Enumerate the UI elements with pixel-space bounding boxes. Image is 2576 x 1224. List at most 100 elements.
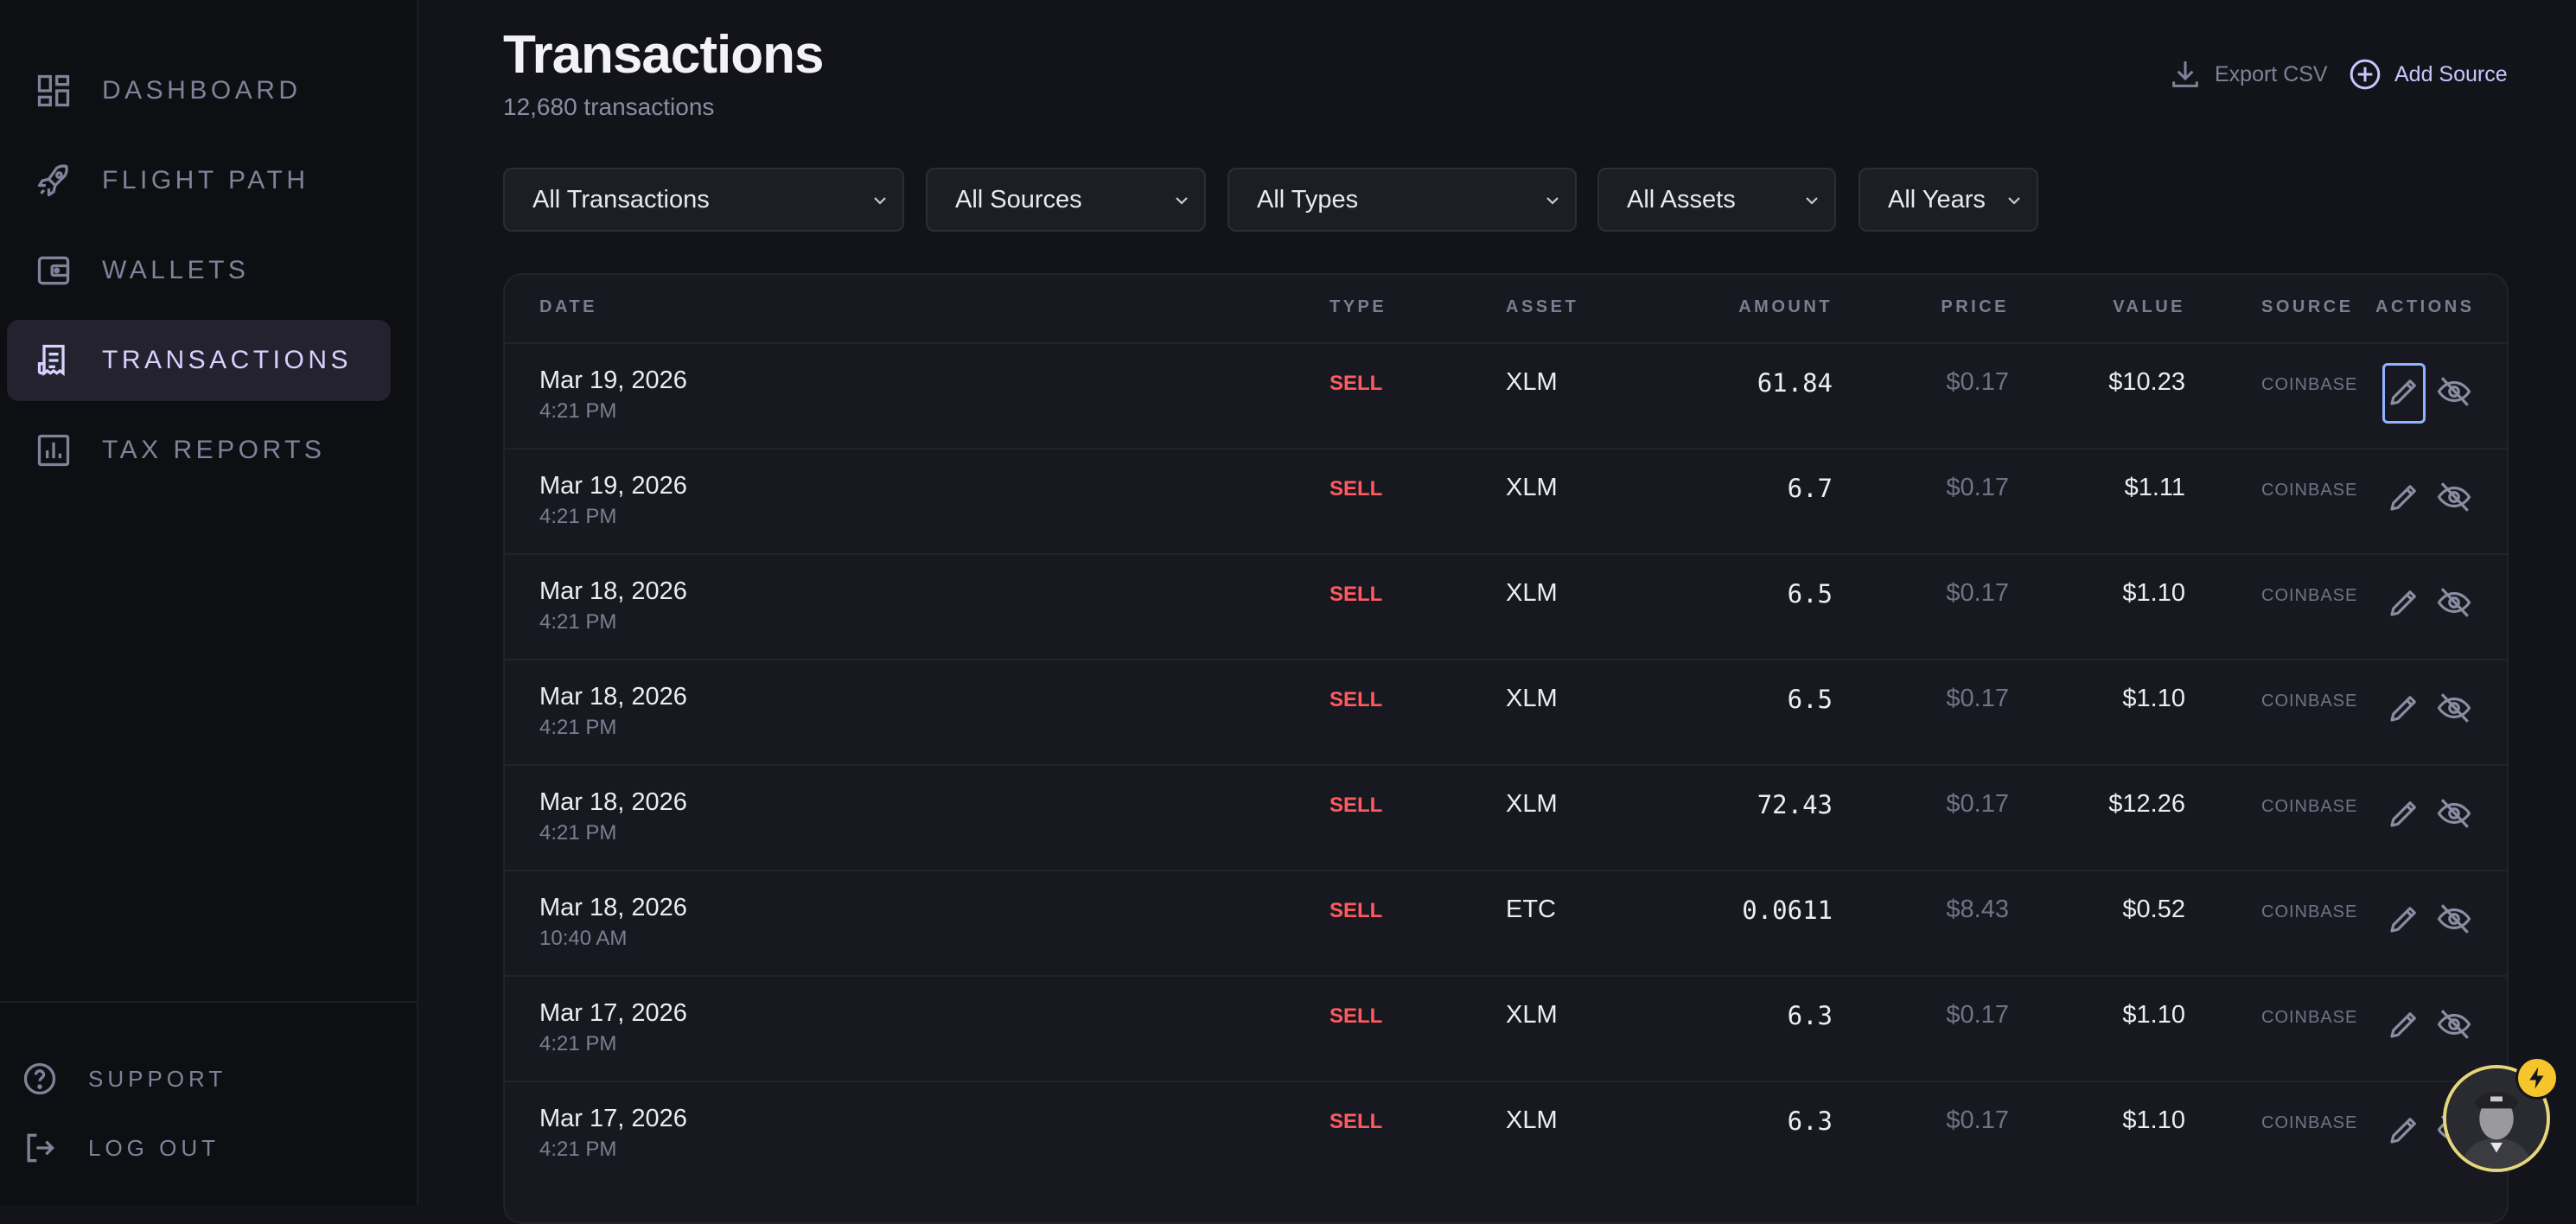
pencil-icon	[2386, 1006, 2422, 1047]
assets-filter-select[interactable]: All Assets	[1597, 168, 1836, 232]
sidebar-item-label: WALLETS	[102, 256, 250, 284]
dashboard-icon	[35, 72, 73, 110]
chevron-down-icon	[1806, 197, 1818, 205]
export-csv-button[interactable]: Export CSV	[2168, 54, 2328, 95]
eye-off-icon	[2436, 373, 2472, 414]
transaction-price: $0.17	[1946, 685, 2009, 712]
pencil-icon	[2386, 901, 2422, 941]
transaction-price: $8.43	[1946, 896, 2009, 923]
sidebar-item-dashboard[interactable]: DASHBOARD	[7, 50, 391, 131]
transaction-value: $12.26	[2108, 790, 2185, 818]
edit-button[interactable]	[2382, 785, 2426, 845]
sidebar-item-label: DASHBOARD	[102, 76, 302, 105]
table-row: Mar 18, 2026 10:40 AM SELL ETC 0.0611 $8.43 $0…	[505, 870, 2507, 975]
transaction-amount: 6.5	[1787, 685, 1833, 714]
filter-value: All Types	[1257, 185, 1359, 214]
eye-off-icon	[2436, 901, 2472, 941]
transaction-amount: 6.3	[1787, 1001, 1833, 1030]
column-header-amount: AMOUNT	[1738, 297, 1833, 316]
support-link[interactable]: SUPPORT	[0, 1053, 415, 1105]
edit-button[interactable]	[2382, 574, 2426, 634]
transaction-source: COINBASE	[2261, 902, 2358, 921]
eye-off-icon	[2436, 1006, 2472, 1047]
transaction-value: $1.10	[2122, 685, 2185, 712]
receipt-icon	[35, 341, 73, 379]
logout-label: LOG OUT	[88, 1134, 220, 1161]
pencil-icon	[2386, 584, 2422, 625]
filter-value: All Years	[1888, 185, 1986, 214]
transaction-amount: 6.3	[1787, 1106, 1833, 1136]
transaction-source: COINBASE	[2261, 375, 2358, 394]
transaction-type: SELL	[1329, 1004, 1383, 1028]
sources-filter-select[interactable]: All Sources	[926, 168, 1206, 232]
transaction-asset: XLM	[1506, 1001, 1558, 1029]
filter-value: All Assets	[1627, 185, 1736, 214]
transaction-value: $1.10	[2122, 579, 2185, 607]
types-filter-select[interactable]: All Types	[1227, 168, 1577, 232]
transaction-price: $0.17	[1946, 368, 2009, 396]
hide-button[interactable]	[2433, 363, 2476, 424]
transaction-type: SELL	[1329, 372, 1383, 395]
transaction-time: 10:40 AM	[539, 927, 628, 950]
transaction-date: Mar 18, 2026	[539, 577, 687, 605]
sidebar-item-tax-reports[interactable]: TAX REPORTS	[7, 410, 391, 491]
transaction-time: 4:21 PM	[539, 716, 617, 739]
chevron-down-icon	[1546, 197, 1559, 205]
transaction-type: SELL	[1329, 583, 1383, 606]
edit-button[interactable]	[2382, 996, 2426, 1056]
transaction-time: 4:21 PM	[539, 399, 617, 423]
years-filter-select[interactable]: All Years	[1859, 168, 2038, 232]
eye-off-icon	[2436, 690, 2472, 730]
transaction-amount: 6.7	[1787, 474, 1833, 503]
edit-button[interactable]	[2382, 890, 2426, 951]
transaction-amount: 0.0611	[1742, 896, 1833, 925]
edit-button[interactable]	[2382, 469, 2426, 529]
chevron-down-icon	[2008, 197, 2020, 205]
hide-button[interactable]	[2433, 679, 2476, 740]
edit-button[interactable]	[2382, 363, 2426, 424]
transaction-time: 4:21 PM	[539, 610, 617, 634]
transaction-date: Mar 18, 2026	[539, 788, 687, 816]
wallet-icon	[35, 252, 73, 290]
page-title: Transactions	[503, 25, 824, 85]
table-row: Mar 19, 2026 4:21 PM SELL XLM 61.84 $0.17 $10.…	[505, 342, 2507, 448]
edit-button[interactable]	[2382, 679, 2426, 740]
table-row: Mar 18, 2026 4:21 PM SELL XLM 72.43 $0.17 $12.…	[505, 764, 2507, 870]
transactions-filter-select[interactable]: All Transactions	[503, 168, 904, 232]
transaction-value: $1.10	[2122, 1001, 2185, 1029]
hide-button[interactable]	[2433, 469, 2476, 529]
transaction-price: $0.17	[1946, 474, 2009, 501]
add-source-button[interactable]: Add Source	[2348, 54, 2508, 95]
chevron-down-icon	[874, 197, 886, 205]
transactions-table: DATE TYPE ASSET AMOUNT PRICE VALUE SOURC…	[503, 273, 2509, 1224]
hide-button[interactable]	[2433, 996, 2476, 1056]
transaction-price: $0.17	[1946, 1106, 2009, 1134]
pencil-icon	[2386, 1112, 2422, 1152]
sidebar-item-wallets[interactable]: WALLETS	[7, 230, 391, 311]
hide-button[interactable]	[2433, 890, 2476, 951]
sidebar-item-transactions[interactable]: TRANSACTIONS	[7, 320, 391, 401]
hide-button[interactable]	[2433, 574, 2476, 634]
transaction-source: COINBASE	[2261, 1113, 2358, 1132]
column-header-price: PRICE	[1941, 297, 2009, 316]
lightning-badge	[2515, 1056, 2559, 1100]
pencil-icon	[2386, 690, 2422, 730]
hide-button[interactable]	[2433, 785, 2476, 845]
sidebar-divider	[0, 1001, 417, 1003]
column-header-asset: ASSET	[1506, 297, 1579, 316]
column-header-source: SOURCE	[2261, 297, 2354, 316]
column-header-actions: ACTIONS	[2375, 297, 2475, 316]
transaction-price: $0.17	[1946, 790, 2009, 818]
download-icon	[2172, 61, 2198, 87]
bar-chart-icon	[35, 431, 73, 469]
transaction-count: 12,680 transactions	[503, 93, 715, 120]
sidebar: DASHBOARD FLIGHT PATH WALLETS TRANSACTIO…	[0, 0, 418, 1205]
transaction-time: 4:21 PM	[539, 821, 617, 845]
transaction-asset: XLM	[1506, 579, 1558, 607]
edit-button[interactable]	[2382, 1101, 2426, 1162]
logout-link[interactable]: LOG OUT	[0, 1122, 415, 1174]
transaction-type: SELL	[1329, 1110, 1383, 1133]
sidebar-item-flight-path[interactable]: FLIGHT PATH	[7, 140, 391, 221]
transaction-asset: XLM	[1506, 790, 1558, 818]
table-row: Mar 18, 2026 4:21 PM SELL XLM 6.5 $0.17 $1.10 C…	[505, 553, 2507, 659]
